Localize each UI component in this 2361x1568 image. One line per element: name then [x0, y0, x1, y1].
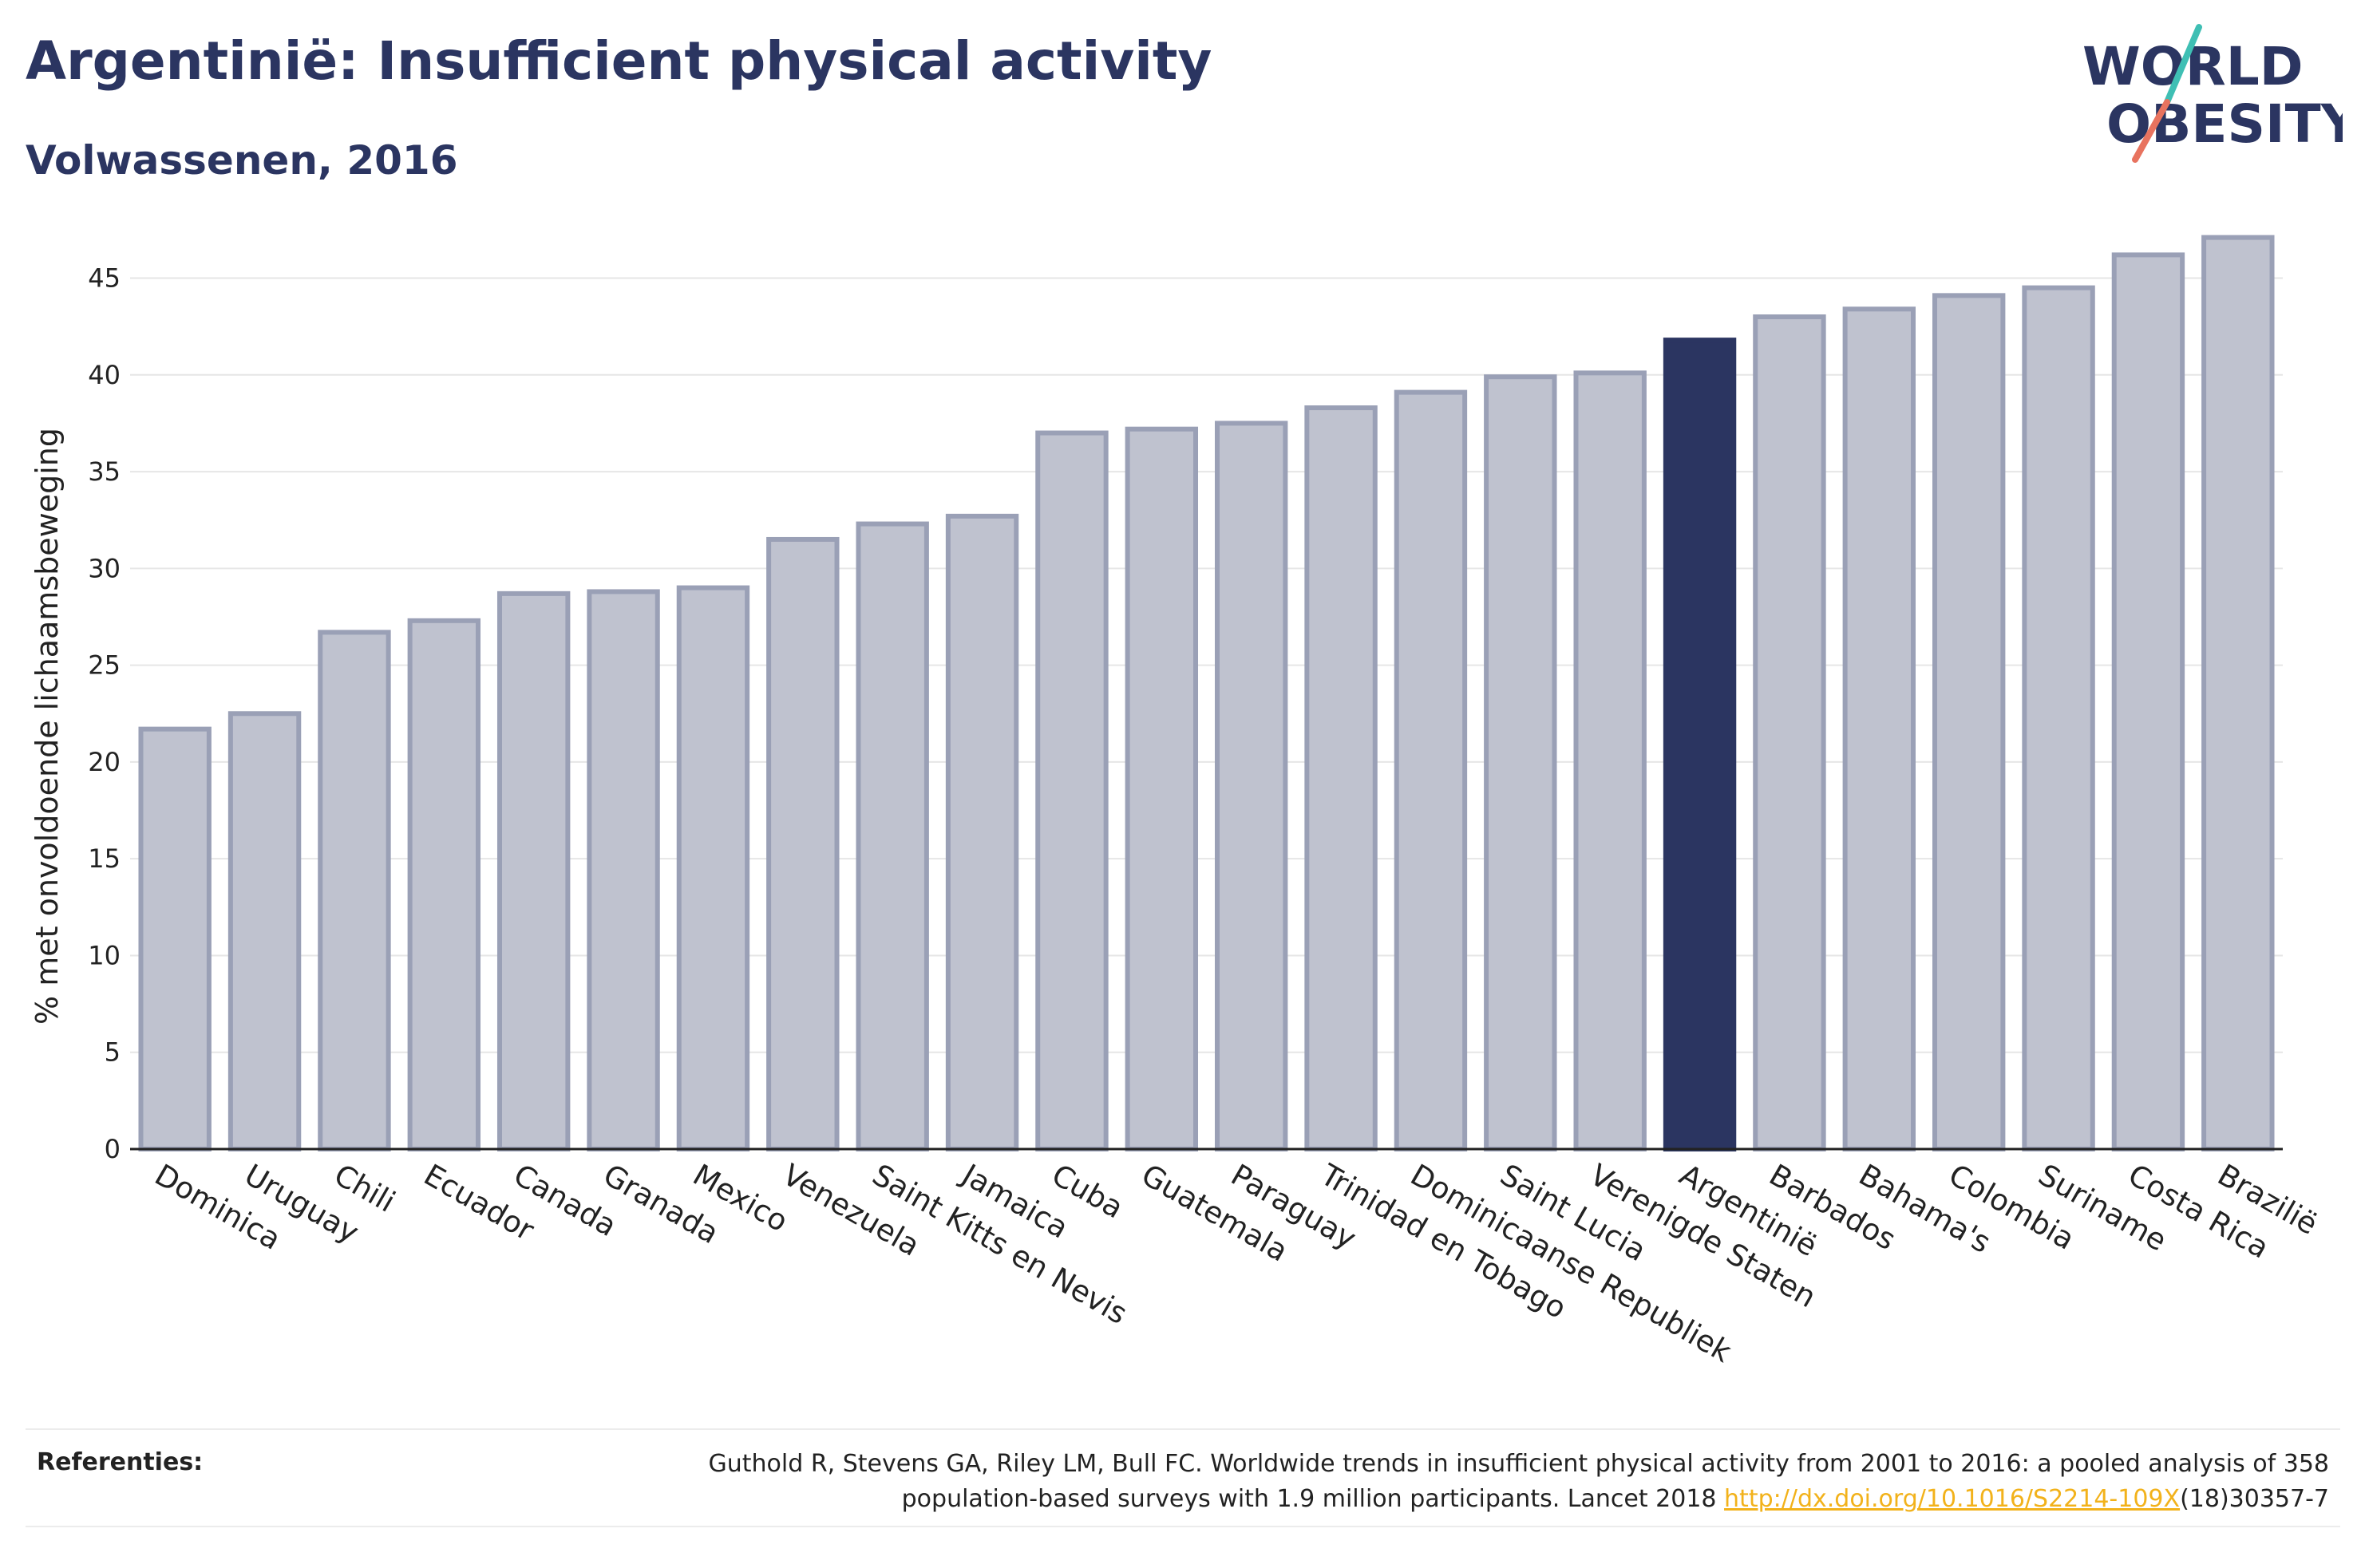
bar [2111, 252, 2185, 1151]
logo-slash-top [2164, 24, 2202, 105]
bar-highlight [1663, 338, 1737, 1151]
bar [1035, 430, 1109, 1151]
y-tick-label: 45 [88, 263, 121, 294]
y-axis-title: % met onvoldoende lichaamsbeweging [30, 428, 65, 1025]
bar [1304, 405, 1378, 1151]
bar [496, 590, 571, 1151]
bar [1214, 421, 1288, 1151]
bar [766, 536, 840, 1151]
y-tick-label: 20 [88, 747, 121, 777]
y-tick-labels: 0 5 10 15 20 25 30 35 40 45 [88, 263, 121, 1164]
bar [407, 618, 481, 1151]
bar [1573, 370, 1647, 1151]
bar [1753, 314, 1826, 1152]
reference-doi-link[interactable]: http://dx.doi.org/10.1016/S2214-109X [1724, 1485, 2181, 1513]
y-tick-label: 10 [88, 940, 121, 970]
y-tick-label: 35 [88, 456, 121, 487]
bar [587, 589, 660, 1151]
y-tick-label: 15 [88, 843, 121, 874]
reference-doi-suffix: (18)30357-7 [2180, 1485, 2329, 1513]
chart-subtitle: Volwassenen, 2016 [26, 137, 458, 184]
grid-lines [130, 277, 2283, 1053]
footer-divider-top [26, 1428, 2340, 1430]
footer-divider-bottom [26, 1526, 2340, 1527]
bar [138, 726, 212, 1151]
reference-citation-line1: Guthold R, Stevens GA, Riley LM, Bull FC… [708, 1450, 2329, 1478]
bar [227, 711, 302, 1151]
y-tick-label: 30 [88, 553, 121, 583]
bars [138, 235, 2275, 1152]
bar [1125, 426, 1199, 1151]
bar [856, 521, 929, 1151]
bar [676, 585, 750, 1151]
bar [2022, 285, 2095, 1151]
references-label: Referenties: [37, 1448, 204, 1476]
bar [1932, 293, 2006, 1151]
bar [318, 630, 391, 1151]
chart-title: Argentinië: Insufficient physical activi… [26, 30, 1212, 92]
bar [1394, 389, 1468, 1152]
y-tick-label: 0 [105, 1134, 121, 1164]
y-tick-label: 25 [88, 650, 121, 681]
logo-slash-bottom [2132, 99, 2170, 163]
bar [1842, 306, 1916, 1152]
reference-citation-line2: population-based surveys with 1.9 millio… [901, 1485, 1717, 1513]
bar [2201, 235, 2275, 1151]
bar [945, 513, 1019, 1151]
reference-text: Guthold R, Stevens GA, Riley LM, Bull FC… [413, 1447, 2329, 1517]
bar [1484, 374, 1557, 1151]
world-obesity-logo: WORLD OBESITY [2082, 24, 2343, 163]
y-tick-label: 5 [105, 1037, 121, 1068]
y-tick-label: 40 [88, 360, 121, 390]
